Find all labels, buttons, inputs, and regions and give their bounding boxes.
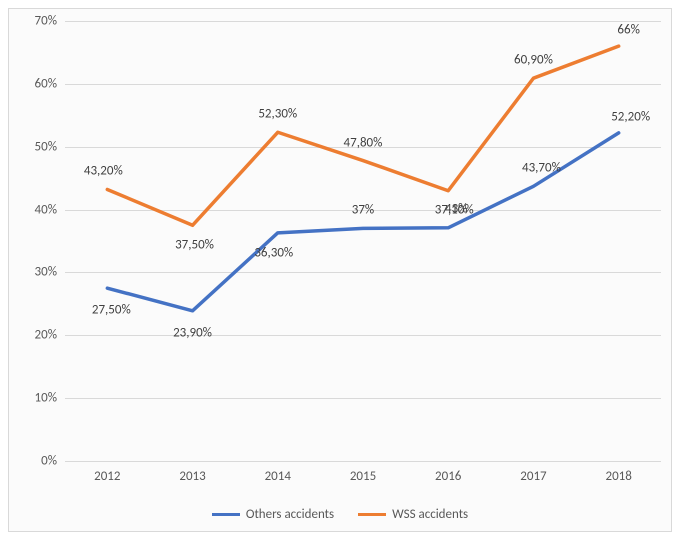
x-tick-label: 2017: [520, 469, 546, 484]
legend-label: Others accidents: [246, 507, 334, 522]
legend-item: Others accidents: [212, 507, 334, 522]
data-label: 66%: [617, 23, 639, 38]
y-tick-label: 50%: [35, 139, 57, 154]
y-tick-label: 10%: [35, 391, 57, 406]
y-tick-label: 60%: [35, 76, 57, 91]
data-label: 27,50%: [92, 303, 131, 318]
data-label: 47,80%: [344, 135, 383, 150]
data-label: 37%: [352, 203, 374, 218]
data-label: 37,50%: [175, 238, 214, 253]
data-label: 52,30%: [258, 107, 297, 122]
plot-area: 0%10%20%30%40%50%60%70%20122013201420152…: [65, 21, 661, 461]
y-tick-label: 20%: [35, 328, 57, 343]
x-tick-label: 2013: [179, 469, 205, 484]
y-tick-label: 70%: [35, 14, 57, 29]
legend: Others accidents WSS accidents: [9, 507, 671, 522]
y-tick-label: 40%: [35, 202, 57, 217]
chart-frame: 0% 10% 20% 30% 40% 50% 60% 70% 2012 2013 2014 2015 2…: [8, 8, 672, 532]
data-label: 23,90%: [173, 325, 212, 340]
data-label: 43%: [445, 201, 467, 216]
x-tick-label: 2014: [265, 469, 291, 484]
y-tick-label: 30%: [35, 265, 57, 280]
legend-item: WSS accidents: [358, 507, 468, 522]
x-tick-label: 2016: [435, 469, 461, 484]
x-tick-label: 2012: [94, 469, 120, 484]
gridline: [65, 461, 661, 462]
x-tick-label: 2015: [350, 469, 376, 484]
data-label: 36,30%: [254, 245, 293, 260]
data-label: 52,20%: [611, 109, 650, 124]
y-tick-label: 0%: [41, 454, 57, 469]
x-tick-label: 2018: [605, 469, 631, 484]
legend-swatch: [212, 513, 240, 516]
data-label: 43,20%: [84, 164, 123, 179]
legend-label: WSS accidents: [392, 507, 468, 522]
data-label: 43,70%: [522, 161, 561, 176]
legend-swatch: [358, 513, 386, 516]
data-label: 60,90%: [514, 53, 553, 68]
series-layer: [65, 21, 661, 461]
